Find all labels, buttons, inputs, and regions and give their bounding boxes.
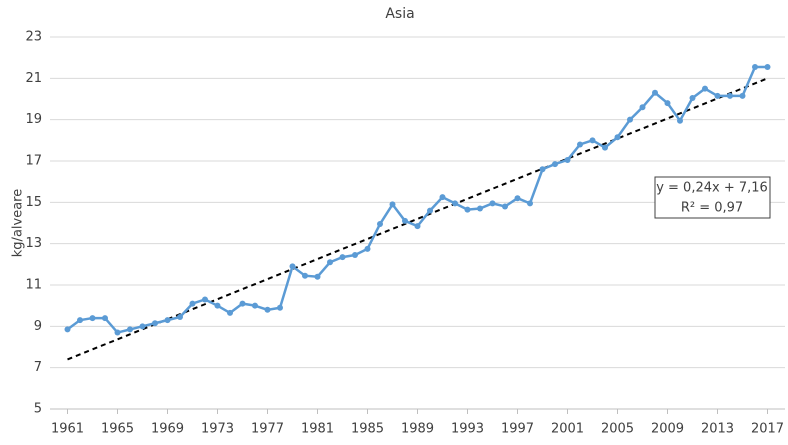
y-tick-label: 5 <box>34 402 42 417</box>
point <box>277 304 283 311</box>
point <box>177 314 183 321</box>
trendline <box>67 77 768 361</box>
point <box>689 94 696 101</box>
point <box>152 320 158 327</box>
point <box>627 116 633 123</box>
point <box>239 300 246 307</box>
point <box>552 161 558 168</box>
x-tick-label: 2001 <box>551 422 584 437</box>
point <box>89 315 96 322</box>
point <box>314 273 321 280</box>
x-tick-label: 1969 <box>151 422 184 437</box>
point <box>477 205 483 212</box>
point <box>727 92 733 99</box>
y-tick-label: 11 <box>25 278 42 293</box>
point <box>252 302 258 309</box>
point <box>77 317 83 324</box>
point <box>414 223 421 230</box>
x-tick-label: 2017 <box>751 422 784 437</box>
point <box>102 315 108 322</box>
point <box>639 104 646 111</box>
point <box>452 200 458 207</box>
point <box>352 252 358 259</box>
x-tick-label: 1997 <box>501 422 534 437</box>
point <box>327 259 333 266</box>
x-tick-label: 1989 <box>401 422 434 437</box>
point <box>714 92 721 99</box>
point <box>439 194 446 201</box>
point <box>489 200 496 207</box>
point <box>402 217 408 224</box>
point <box>139 323 146 330</box>
point <box>302 272 308 279</box>
point <box>502 203 508 210</box>
point <box>189 300 196 307</box>
x-tick-label: 2005 <box>601 422 634 437</box>
point <box>202 296 208 303</box>
point <box>577 141 583 148</box>
point <box>227 309 233 316</box>
point <box>564 156 571 163</box>
y-tick-label: 19 <box>25 112 42 127</box>
annotation-box <box>654 176 771 219</box>
point <box>427 207 433 214</box>
annotation: y = 0,24x + 7,16 <box>656 181 768 196</box>
point <box>614 134 621 141</box>
x-tick-label: 1973 <box>201 422 234 437</box>
y-tick-label: 17 <box>25 154 42 169</box>
point <box>464 206 471 213</box>
x-tick-label: 1993 <box>451 422 484 437</box>
point <box>702 85 708 92</box>
point <box>764 63 771 70</box>
point <box>652 89 658 96</box>
point <box>114 329 121 336</box>
point <box>339 254 346 261</box>
point <box>389 201 396 208</box>
x-tick-label: 1977 <box>251 422 284 437</box>
chart-title: Asia <box>385 6 414 22</box>
point <box>514 195 521 202</box>
point <box>664 100 671 107</box>
x-tick-label: 1985 <box>351 422 384 437</box>
x-tick-label: 2009 <box>651 422 684 437</box>
x-tick-label: 1981 <box>301 422 334 437</box>
y-axis-label: kg/alveare <box>11 189 26 257</box>
point <box>739 92 746 99</box>
point <box>602 144 608 151</box>
y-tick-label: 9 <box>34 319 42 334</box>
point <box>589 137 596 144</box>
point <box>677 117 683 124</box>
point <box>289 263 296 270</box>
point <box>164 317 171 324</box>
y-tick-label: 23 <box>25 30 42 45</box>
y-tick-label: 15 <box>25 195 42 210</box>
y-tick-label: 13 <box>25 236 42 251</box>
point <box>264 306 271 313</box>
y-tick-label: 7 <box>34 360 42 375</box>
point <box>64 326 71 333</box>
point <box>214 302 221 309</box>
point <box>752 63 758 70</box>
annotation: R² = 0,97 <box>681 201 743 216</box>
point <box>364 245 371 252</box>
point <box>127 326 133 333</box>
point <box>377 221 383 228</box>
x-tick-label: 1965 <box>101 422 134 437</box>
point <box>527 200 533 207</box>
y-tick-label: 21 <box>25 71 42 86</box>
x-tick-label: 1961 <box>51 422 84 437</box>
x-tick-label: 2013 <box>701 422 734 437</box>
point <box>539 166 546 173</box>
